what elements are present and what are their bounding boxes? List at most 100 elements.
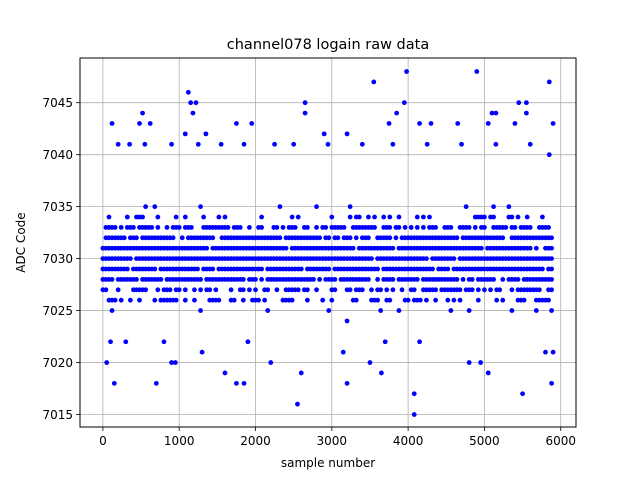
data-point [222, 214, 228, 220]
data-point [265, 308, 271, 313]
data-point [152, 266, 158, 272]
y-tick-label: 7015 [42, 408, 73, 422]
data-point [329, 214, 335, 220]
data-point [182, 287, 188, 293]
data-point [112, 225, 118, 230]
data-point [387, 225, 393, 230]
data-point [549, 287, 554, 293]
data-point [366, 214, 371, 220]
data-point [521, 297, 527, 303]
data-point [417, 297, 423, 303]
data-point [390, 287, 396, 293]
data-point [433, 297, 438, 303]
data-point [142, 141, 148, 147]
data-point [127, 141, 132, 147]
data-point [509, 308, 515, 313]
data-point [524, 110, 529, 116]
data-point [379, 370, 384, 376]
data-point [491, 204, 496, 210]
data-point [325, 141, 331, 147]
data-point [394, 110, 400, 116]
data-point [500, 277, 506, 282]
data-point [140, 214, 145, 220]
data-point [382, 339, 388, 345]
data-point [134, 277, 139, 282]
data-point [469, 287, 475, 293]
data-point [320, 297, 326, 303]
chart-title: channel078 logain raw data [227, 37, 429, 53]
data-point [402, 225, 408, 230]
data-point [524, 100, 529, 106]
data-point [533, 308, 539, 313]
data-point [482, 225, 487, 230]
data-point [381, 214, 387, 220]
data-point [332, 287, 338, 293]
data-point [104, 360, 110, 365]
data-point [314, 204, 319, 210]
data-point [321, 131, 327, 137]
data-point [140, 110, 145, 116]
x-tick-label: 4000 [393, 434, 424, 448]
data-point [329, 297, 335, 303]
data-point [414, 225, 420, 230]
data-point [509, 287, 515, 293]
data-point [527, 141, 533, 147]
data-point [173, 214, 179, 220]
data-point [192, 297, 197, 303]
data-point [172, 360, 178, 365]
data-point [420, 214, 426, 220]
data-point [292, 225, 298, 230]
data-point [527, 245, 533, 251]
data-point [424, 141, 430, 147]
data-point [414, 277, 420, 282]
data-point [111, 380, 117, 386]
data-point [147, 121, 153, 126]
data-point [155, 214, 161, 220]
data-point [182, 214, 188, 220]
data-point [411, 287, 417, 293]
data-point [347, 204, 353, 210]
data-point [512, 225, 518, 230]
data-point [433, 287, 438, 293]
data-point [127, 256, 133, 262]
data-point [546, 225, 551, 230]
data-point [112, 297, 118, 303]
data-point [451, 256, 457, 262]
data-point [198, 308, 203, 313]
data-point [457, 287, 463, 293]
y-tick-label: 7020 [42, 356, 73, 370]
x-tick-label: 3000 [317, 434, 348, 448]
data-point [550, 121, 556, 126]
data-point [390, 141, 396, 147]
data-point [387, 214, 393, 220]
data-point [344, 380, 350, 386]
data-point [137, 121, 142, 126]
data-point [253, 287, 258, 293]
data-point [291, 141, 297, 147]
data-point [124, 266, 130, 272]
data-point [399, 287, 405, 293]
data-point [506, 204, 512, 210]
data-point [359, 287, 365, 293]
data-point [188, 100, 194, 106]
data-point [520, 391, 525, 397]
data-point [533, 245, 539, 251]
data-point [549, 235, 554, 241]
data-point [259, 277, 265, 282]
data-point [152, 297, 158, 303]
data-point [189, 225, 194, 230]
data-point [463, 204, 469, 210]
data-point [179, 235, 185, 241]
data-point [302, 100, 308, 106]
data-point [386, 121, 392, 126]
data-point [536, 287, 542, 293]
data-point [241, 141, 247, 147]
data-point [488, 287, 493, 293]
data-point [500, 297, 506, 303]
x-tick-label: 5000 [469, 434, 500, 448]
data-point [390, 245, 396, 251]
data-point [109, 277, 115, 282]
data-point [198, 287, 203, 293]
data-point [137, 297, 142, 303]
data-point [240, 287, 246, 293]
